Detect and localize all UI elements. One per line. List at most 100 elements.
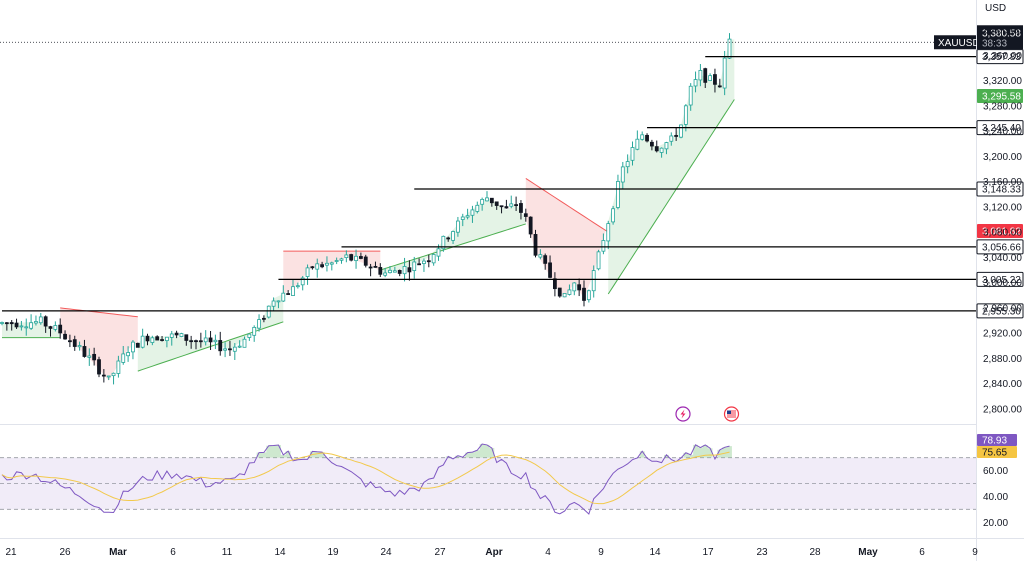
candle-body xyxy=(92,353,97,361)
candle xyxy=(397,269,402,277)
candle-body xyxy=(693,79,698,87)
supertrend-fill xyxy=(283,251,381,294)
candle xyxy=(630,141,635,166)
price-axis[interactable]: USD 3,400.00 3,360.00 3,320.00 3,280.00 3,24… xyxy=(983,3,1022,416)
candle xyxy=(567,284,572,296)
time-tick-label: 17 xyxy=(702,547,714,558)
candle xyxy=(557,287,562,298)
candle xyxy=(373,261,378,268)
candle-body xyxy=(596,251,601,270)
candle-body xyxy=(606,223,611,242)
level-price-label: 3,005.22 xyxy=(982,275,1021,286)
candle xyxy=(218,331,223,356)
candle-body xyxy=(77,345,82,348)
candle-body xyxy=(131,341,135,353)
us-flag-icon[interactable] xyxy=(723,406,740,422)
candle xyxy=(693,71,698,93)
candle xyxy=(470,205,475,223)
price-tick-label: 3,240.00 xyxy=(983,127,1022,138)
candle-body xyxy=(242,338,247,348)
candle-body xyxy=(378,267,383,275)
candle xyxy=(82,339,87,358)
candle xyxy=(184,334,189,346)
candle xyxy=(174,330,179,339)
candle-body xyxy=(475,204,480,212)
candle xyxy=(431,253,436,266)
candle xyxy=(92,347,97,366)
candle xyxy=(19,320,24,331)
support-price-tag xyxy=(977,88,1023,103)
candle xyxy=(29,314,34,330)
time-axis[interactable]: 21 26 Mar 6 11 14 19 24 27 Apr 4 9 14 17 23 28 May 6 9 xyxy=(5,547,978,558)
candle xyxy=(407,260,412,281)
price-tick-label: 2,880.00 xyxy=(983,354,1022,365)
rsi-value-tag xyxy=(977,434,1017,446)
candle xyxy=(232,343,237,361)
candle-body xyxy=(300,277,305,286)
candle-body xyxy=(683,105,688,125)
candle-body xyxy=(121,353,126,363)
candle xyxy=(198,332,203,348)
candle-body xyxy=(499,205,504,208)
candle-body xyxy=(9,322,14,325)
candle-body xyxy=(397,269,402,274)
candle-body xyxy=(24,326,29,329)
candle-body xyxy=(305,267,310,277)
time-tick-label: May xyxy=(858,547,878,558)
currency-label: USD xyxy=(985,3,1006,14)
candle-body xyxy=(586,290,591,301)
supertrend-fill xyxy=(137,293,284,372)
candle-body xyxy=(713,74,717,85)
candle-body xyxy=(567,289,572,295)
time-tick-label: Mar xyxy=(109,547,127,558)
candle-body xyxy=(548,262,552,278)
candle xyxy=(441,235,446,252)
candle xyxy=(276,300,281,309)
candle-body xyxy=(611,208,615,223)
price-tick-label: 3,400.00 xyxy=(983,26,1022,37)
candle xyxy=(426,254,431,268)
candle xyxy=(315,258,320,278)
candle-body xyxy=(266,305,271,318)
candle xyxy=(63,330,67,340)
resist-price-tag xyxy=(977,223,1023,238)
candle xyxy=(38,312,43,325)
candle-body xyxy=(34,321,38,324)
lightning-icon[interactable] xyxy=(675,406,691,422)
candle xyxy=(34,315,38,326)
candle-body xyxy=(291,286,295,296)
candle-body xyxy=(339,258,344,261)
supertrend-indicator xyxy=(2,39,735,381)
candle xyxy=(126,346,130,362)
candle xyxy=(349,253,354,262)
candle-body xyxy=(373,265,378,268)
candle xyxy=(208,331,213,350)
candle-body xyxy=(431,254,436,264)
candle-body xyxy=(674,135,679,137)
candle xyxy=(77,341,82,351)
candle-body xyxy=(349,254,354,261)
event-markers[interactable] xyxy=(675,406,740,422)
level-price-tag xyxy=(976,239,1024,255)
candle xyxy=(606,220,611,250)
candle-body xyxy=(150,337,155,343)
candle-body xyxy=(203,337,208,343)
time-tick-label: 14 xyxy=(649,547,661,558)
supertrend-resistance-line xyxy=(525,178,609,233)
candle xyxy=(485,191,489,202)
rsi-tick-label: 60.00 xyxy=(983,466,1008,477)
candle xyxy=(562,293,567,298)
candle xyxy=(135,342,140,348)
candle-body xyxy=(455,220,460,233)
candle-body xyxy=(572,282,577,292)
candle-body xyxy=(460,216,465,220)
candle xyxy=(611,205,615,225)
candle xyxy=(252,325,257,342)
candle-body xyxy=(19,325,24,328)
candle xyxy=(169,330,174,346)
candle xyxy=(422,258,426,272)
candle-body xyxy=(533,234,538,256)
candle xyxy=(601,233,606,255)
